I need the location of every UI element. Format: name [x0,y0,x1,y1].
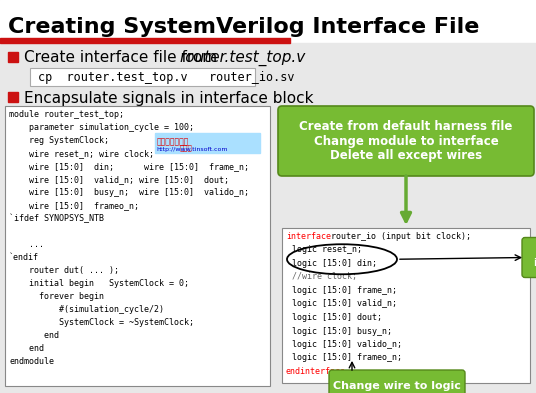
Bar [155,133,260,153]
Bar [8,92,18,102]
Text: logic [15:0] frame_n;: logic [15:0] frame_n; [292,286,397,295]
Text: router_io (input bit clock);: router_io (input bit clock); [326,232,471,241]
Text: #(simulation_cycle/2): #(simulation_cycle/2) [9,305,164,314]
Text: wire [15:0]  frameo_n;: wire [15:0] frameo_n; [9,201,139,210]
Text: logic reset_n;: logic reset_n; [292,246,362,255]
Text: endinterface: endinterface [286,367,346,376]
Text: wire reset_n; wire clock;: wire reset_n; wire clock; [9,149,154,158]
Bar [0,38,290,43]
Text: reg SystemClock;: reg SystemClock; [9,136,109,145]
Bar [8,52,18,62]
FancyBboxPatch shape [30,68,255,86]
Text: wire [15:0]  din;      wire [15:0]  frame_n;: wire [15:0] din; wire [15:0] frame_n; [9,162,249,171]
Text: Create interface file from: Create interface file from [24,50,222,66]
Text: router.test_top.v: router.test_top.v [179,50,305,66]
FancyBboxPatch shape [282,228,530,383]
Text: end: end [9,344,44,353]
Text: `endif: `endif [9,253,39,262]
Text: `ifdef SYNOPSYS_NTB: `ifdef SYNOPSYS_NTB [9,214,104,223]
Text: SystemClock = ~SystemClock;: SystemClock = ~SystemClock; [9,318,194,327]
Text: module router_test_top;: module router_test_top; [9,110,124,119]
Text: ...: ... [9,240,44,249]
Text: Move clock to
input argument: Move clock to input argument [534,247,536,268]
Text: end: end [9,331,59,340]
Text: 纸上谈芯的专栏: 纸上谈芯的专栏 [157,137,189,146]
Text: wire [15:0]  busy_n;  wire [15:0]  valido_n;: wire [15:0] busy_n; wire [15:0] valido_n… [9,188,249,197]
Text: logic [15:0] frameo_n;: logic [15:0] frameo_n; [292,353,402,362]
FancyBboxPatch shape [522,237,536,277]
Text: logic [15:0] valid_n;: logic [15:0] valid_n; [292,299,397,309]
Text: cp  router.test_top.v   router_io.sv: cp router.test_top.v router_io.sv [38,71,294,84]
Text: Create from default harness file
Change module to interface
Delete all except wi: Create from default harness file Change … [299,119,513,162]
FancyBboxPatch shape [5,106,270,386]
Text: logic [15:0] valido_n;: logic [15:0] valido_n; [292,340,402,349]
FancyBboxPatch shape [329,370,465,393]
Text: http://www.tinsoft.com: http://www.tinsoft.com [156,147,227,152]
Text: router dut( ... );: router dut( ... ); [9,266,119,275]
Text: //wire clock;: //wire clock; [292,272,357,281]
Text: parameter simulation_cycle = 100;: parameter simulation_cycle = 100; [9,123,194,132]
Text: interface: interface [286,232,331,241]
Bar [0,43,536,393]
Text: forever begin: forever begin [9,292,104,301]
FancyBboxPatch shape [278,106,534,176]
Text: logic [15:0] din;: logic [15:0] din; [292,259,377,268]
Text: wire [15:0]  valid_n; wire [15:0]  dout;: wire [15:0] valid_n; wire [15:0] dout; [9,175,229,184]
Text: Change wire to logic: Change wire to logic [333,381,461,391]
Text: endmodule: endmodule [9,357,54,366]
Bar [0,0,536,43]
Text: 未标题: 未标题 [180,144,193,151]
Text: Encapsulate signals in interface block: Encapsulate signals in interface block [24,90,314,105]
Text: initial begin   SystemClock = 0;: initial begin SystemClock = 0; [9,279,189,288]
Text: logic [15:0] busy_n;: logic [15:0] busy_n; [292,327,392,336]
Text: logic [15:0] dout;: logic [15:0] dout; [292,313,382,322]
Text: Creating SystemVerilog Interface File: Creating SystemVerilog Interface File [8,17,479,37]
